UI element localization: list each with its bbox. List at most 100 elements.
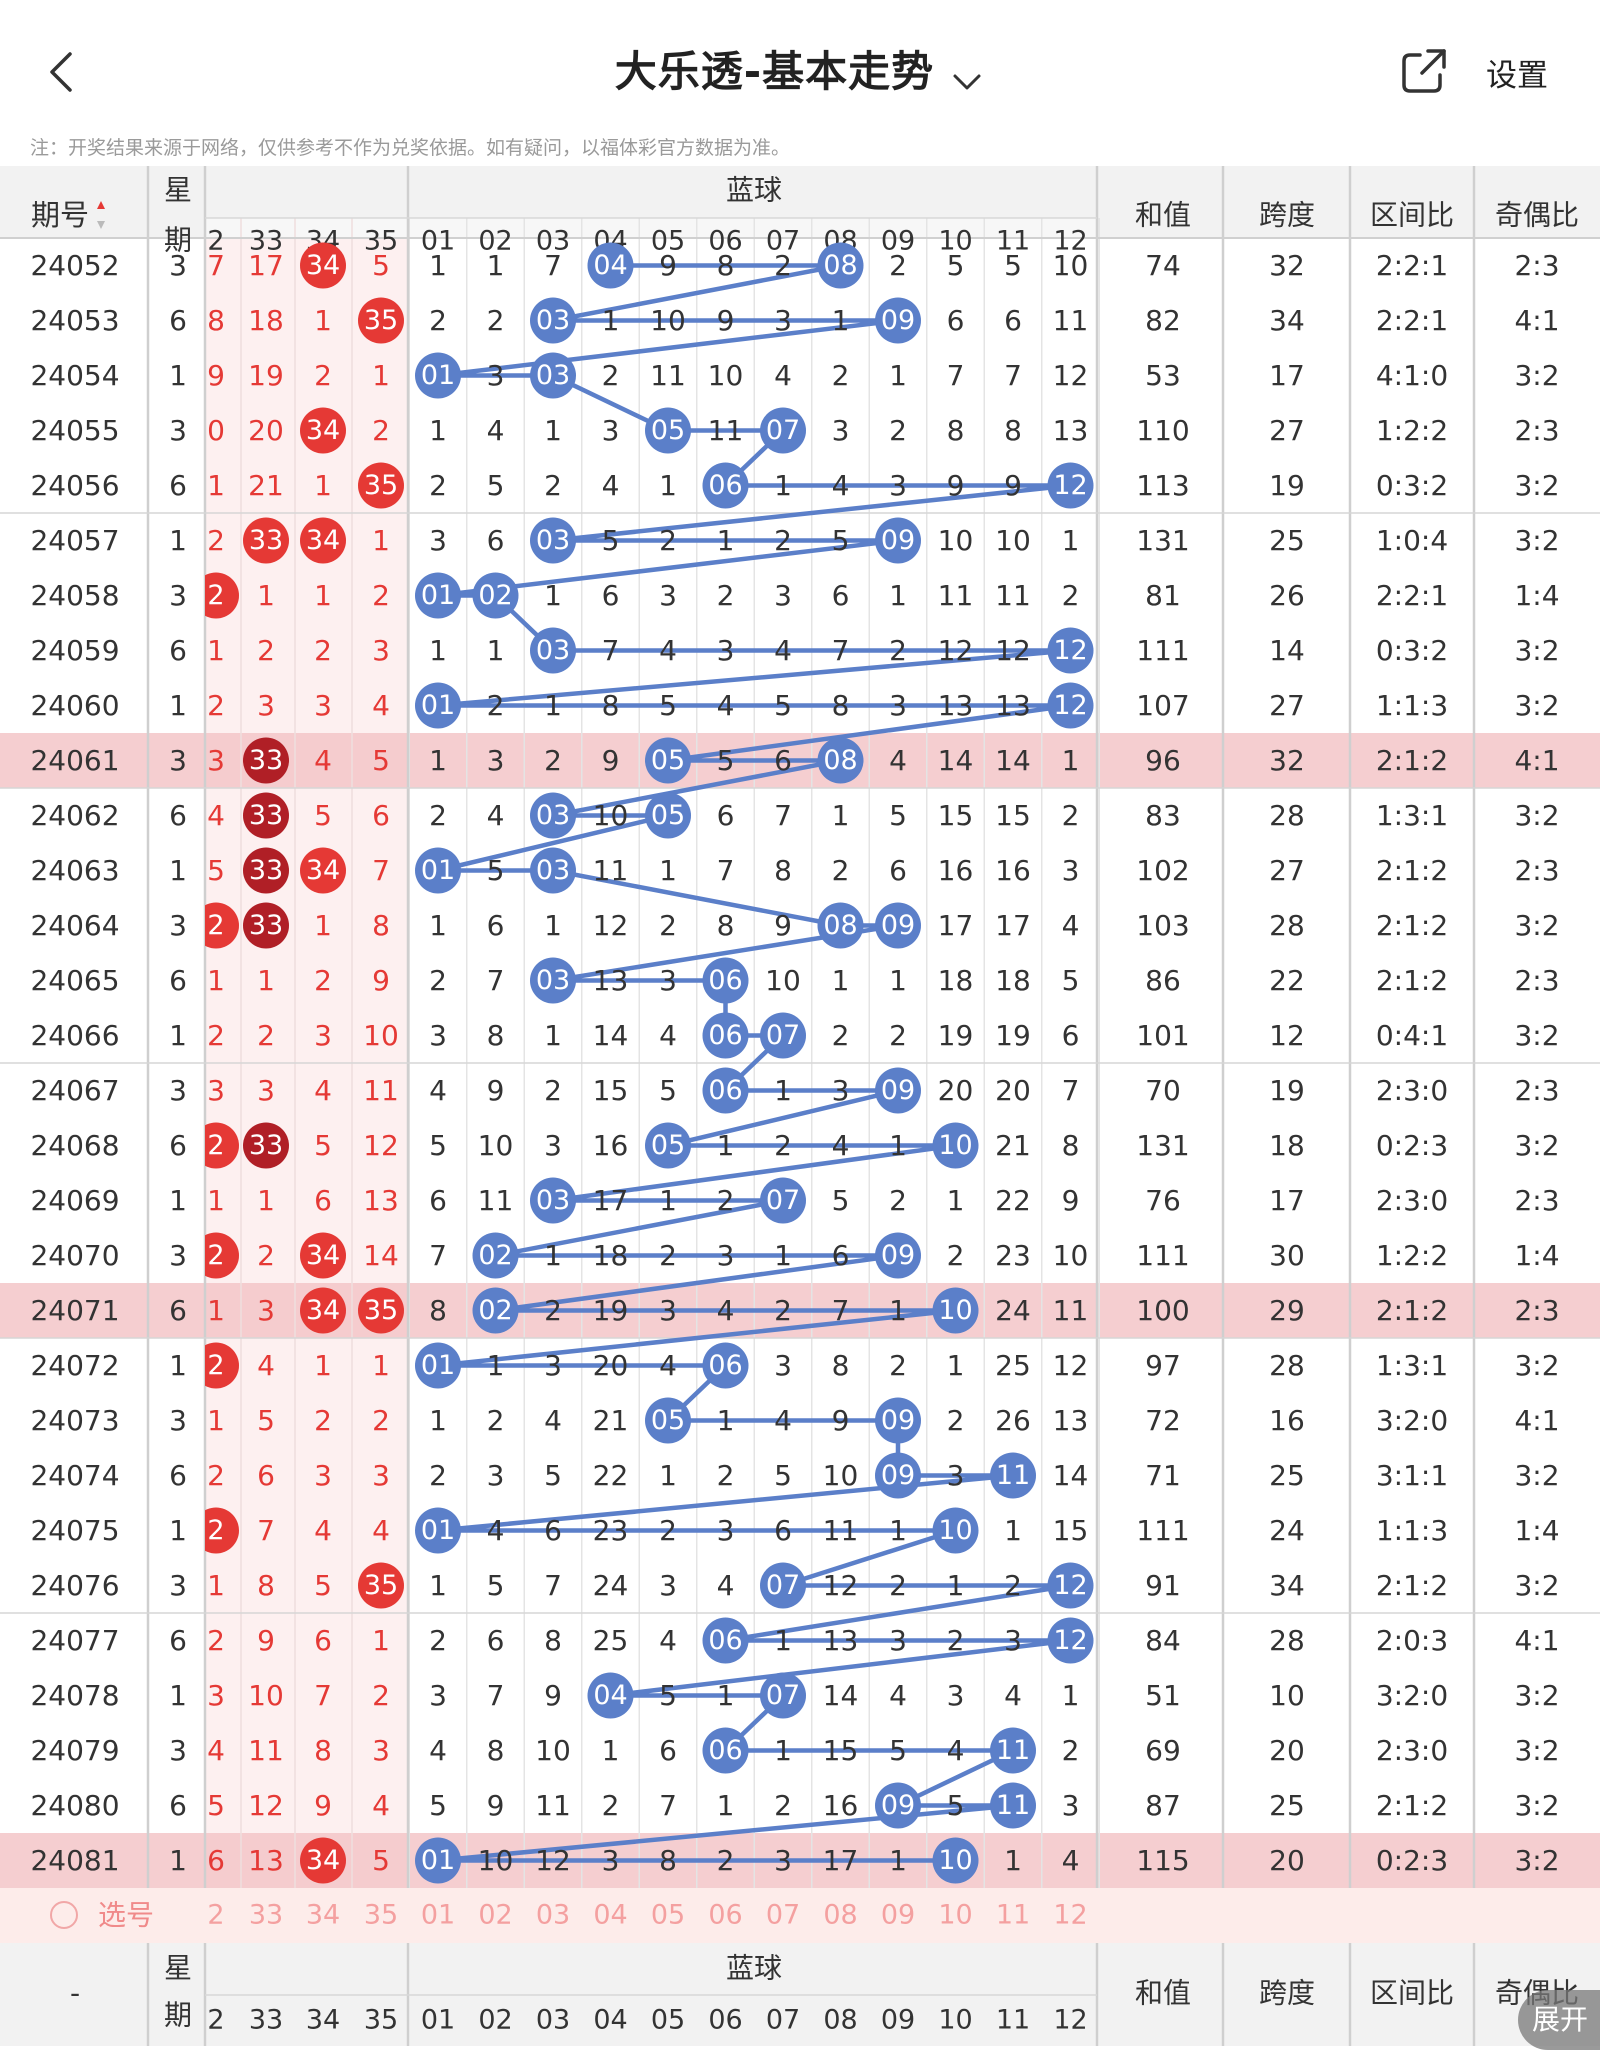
blue-miss-count: 17	[995, 909, 1031, 942]
span-value: 18	[1269, 1129, 1305, 1162]
front-miss-count: 1	[314, 469, 332, 502]
blue-miss-count: 2	[1062, 1734, 1080, 1767]
blue-ball	[990, 1452, 1036, 1499]
blue-ball	[875, 1397, 921, 1444]
col-header-zone-ratio: 区间比	[1370, 199, 1454, 232]
select-blue-num[interactable]: 01	[421, 1900, 455, 1931]
blue-miss-count: 4	[429, 1074, 447, 1107]
zone-ratio-value: 1:2:2	[1376, 414, 1448, 447]
blue-miss-count: 2	[659, 524, 677, 557]
blue-miss-count: 3	[544, 1129, 562, 1162]
select-front-num[interactable]: 33	[249, 1900, 283, 1931]
blue-miss-count: 2	[889, 1569, 907, 1602]
front-miss-count: 3	[314, 689, 332, 722]
front-ball	[300, 1232, 346, 1279]
select-radio-icon[interactable]	[50, 1901, 78, 1929]
blue-miss-count: 8	[717, 249, 735, 282]
col-header-blue-num: 03	[536, 226, 570, 257]
front-cells: 2 4 1 1	[205, 1342, 390, 1389]
select-front-num[interactable]: 2	[207, 1900, 224, 1931]
blue-miss-count: 9	[544, 1679, 562, 1712]
front-cells: 8 18 1 35	[207, 297, 404, 344]
blue-miss-count: 8	[1062, 1129, 1080, 1162]
blue-miss-count: 1	[889, 359, 907, 392]
footer-blue-num: 04	[593, 2005, 627, 2036]
front-miss-count: 1	[372, 1349, 390, 1382]
blue-ball	[645, 737, 691, 784]
front-miss-count: 8	[314, 1734, 332, 1767]
blue-miss-count: 12	[1053, 359, 1089, 392]
front-miss-count: 2	[314, 1404, 332, 1437]
blue-miss-count: 6	[659, 1734, 677, 1767]
zone-ratio-value: 1:3:1	[1376, 1349, 1448, 1382]
blue-miss-count: 5	[717, 744, 735, 777]
footer-col-span: 跨度	[1259, 1977, 1315, 2010]
blue-ball-number: 01	[421, 1515, 455, 1546]
blue-miss-count: 10	[535, 1734, 571, 1767]
sum-value: 111	[1136, 1239, 1189, 1272]
weekday-value: 6	[169, 1789, 187, 1822]
select-blue-num[interactable]: 12	[1053, 1900, 1087, 1931]
sort-icon[interactable]	[97, 201, 105, 229]
title-area[interactable]: 大乐透-基本走势	[0, 38, 1600, 99]
blue-ball	[1047, 682, 1094, 729]
period-number: 24059	[30, 634, 119, 667]
select-blue-num[interactable]: 07	[766, 1900, 800, 1931]
period-number: 24068	[30, 1129, 119, 1162]
front-miss-count: 3	[257, 1294, 275, 1327]
back-arrow-icon[interactable]	[38, 46, 90, 98]
footer-blue-num: 09	[881, 2005, 915, 2036]
blue-miss-count: 1	[659, 469, 677, 502]
page-title[interactable]: 大乐透-基本走势	[614, 47, 935, 96]
front-miss-count: 11	[363, 1074, 399, 1107]
zone-ratio-value: 2:1:2	[1376, 744, 1448, 777]
blue-ball-number: 09	[881, 1790, 915, 1821]
select-front-num[interactable]: 34	[306, 1900, 340, 1931]
blue-ball	[875, 1452, 921, 1499]
select-front-num[interactable]: 35	[364, 1900, 398, 1931]
settings-button[interactable]: 设置	[1486, 58, 1548, 94]
blue-miss-count: 9	[947, 469, 965, 502]
period-number: 24077	[30, 1624, 119, 1657]
front-ball-number: 34	[306, 1295, 340, 1326]
front-miss-count: 6	[257, 1459, 275, 1492]
front-miss-count: 3	[207, 1074, 225, 1107]
blue-miss-count: 24	[593, 1569, 629, 1602]
blue-miss-count: 7	[832, 1294, 850, 1327]
blue-miss-count: 6	[774, 1514, 792, 1547]
blue-ball-number: 03	[536, 855, 570, 886]
share-icon[interactable]	[1398, 45, 1450, 97]
blue-miss-count: 8	[832, 689, 850, 722]
blue-miss-count: 5	[889, 1734, 907, 1767]
parity-ratio-value: 3:2	[1514, 1844, 1559, 1877]
blue-miss-count: 10	[765, 964, 801, 997]
blue-miss-count: 2	[429, 1624, 447, 1657]
select-blue-num[interactable]: 05	[651, 1900, 685, 1931]
front-cells: 2 1 1 2	[205, 572, 390, 619]
front-miss-count: 4	[207, 799, 225, 832]
front-cells: 2 2 34 14	[205, 1232, 399, 1279]
blue-ball	[932, 1837, 979, 1884]
front-cells: 2 7 4 4	[205, 1507, 390, 1554]
expand-button[interactable]: 展开	[1518, 1990, 1600, 2050]
select-blue-num[interactable]: 10	[938, 1900, 972, 1931]
blue-miss-count: 1	[774, 469, 792, 502]
select-blue-num[interactable]: 11	[996, 1900, 1030, 1931]
select-blue-num[interactable]: 09	[881, 1900, 915, 1931]
chevron-down-icon[interactable]	[949, 70, 985, 94]
select-blue-num[interactable]: 08	[823, 1900, 857, 1931]
select-blue-num[interactable]: 03	[536, 1900, 570, 1931]
blue-miss-count: 7	[429, 1239, 447, 1272]
parity-ratio-value: 1:4	[1514, 1239, 1559, 1272]
blue-ball	[645, 1122, 691, 1169]
blue-miss-count: 2	[774, 249, 792, 282]
blue-miss-count: 2	[889, 1349, 907, 1382]
select-row-label[interactable]: 选号	[98, 1899, 154, 1932]
select-blue-num[interactable]: 02	[478, 1900, 512, 1931]
front-cells: 2 33 34 1	[207, 517, 390, 564]
blue-ball-number: 10	[938, 1515, 972, 1546]
blue-miss-count: 3	[947, 1459, 965, 1492]
blue-ball	[415, 1507, 461, 1554]
select-blue-num[interactable]: 04	[593, 1900, 627, 1931]
select-blue-num[interactable]: 06	[708, 1900, 742, 1931]
